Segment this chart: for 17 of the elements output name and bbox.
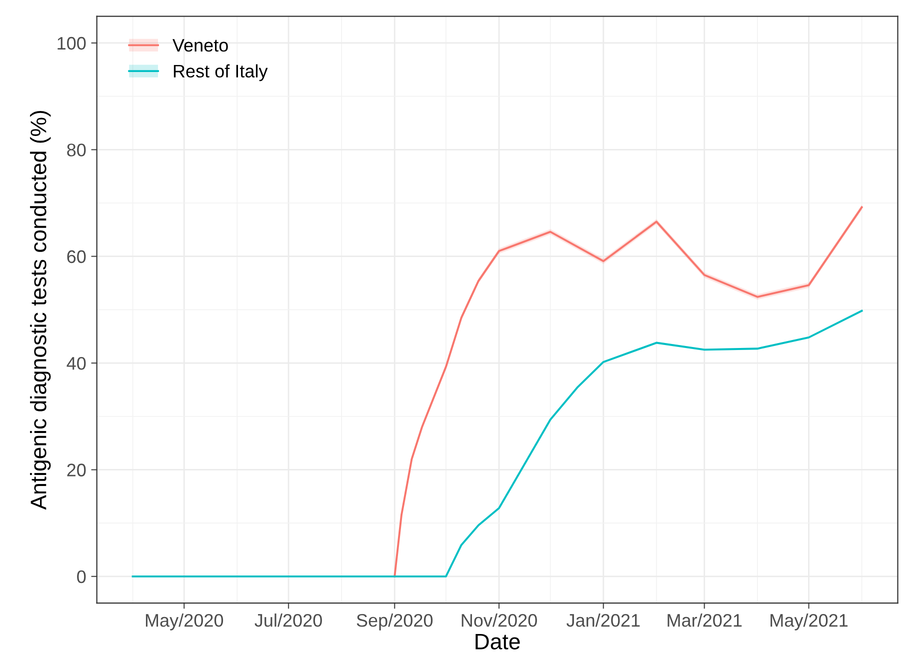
y-tick-label: 60 — [67, 250, 86, 264]
x-tick-label: Sep/2020 — [356, 614, 433, 630]
x-tick-label: Jan/2021 — [566, 614, 640, 627]
y-tick-label: 100 — [58, 36, 86, 50]
x-tick-label: Jul/2020 — [254, 614, 322, 627]
x-tick-label: Nov/2020 — [462, 614, 537, 627]
legend-label: Veneto — [172, 39, 228, 52]
x-tick-label: May/2021 — [770, 614, 848, 630]
x-tick-label: May/2020 — [146, 614, 224, 630]
y-tick-label: 0 — [77, 570, 86, 584]
x-axis-title: Date — [476, 634, 520, 650]
legend-label: Rest of Italy — [174, 64, 268, 82]
y-tick-label: 40 — [66, 356, 86, 370]
y-tick-label: 80 — [67, 144, 86, 156]
x-tick-label: Mar/2021 — [668, 614, 742, 627]
y-tick-label: 20 — [67, 464, 86, 476]
y-axis-title: Antigenic diagnostic tests conducted (%) — [30, 110, 51, 510]
